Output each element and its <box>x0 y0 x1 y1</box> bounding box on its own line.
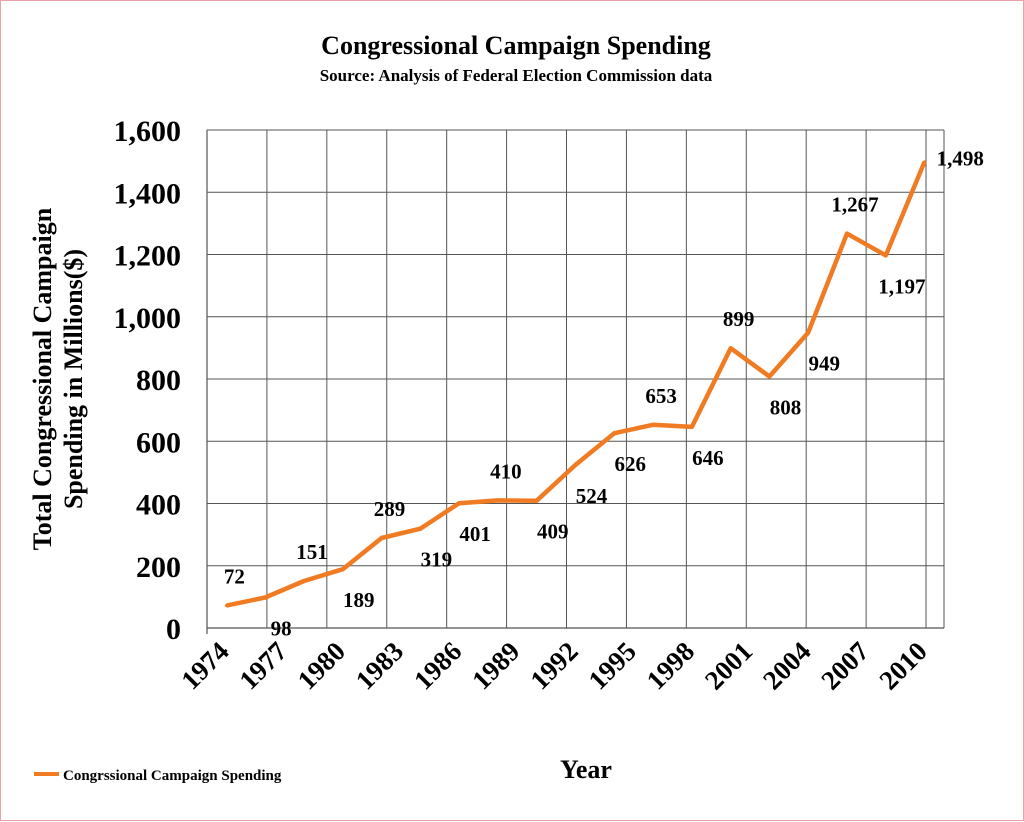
x-tick-label: 2001 <box>699 636 758 695</box>
y-tick-label: 400 <box>136 489 181 522</box>
data-point <box>574 463 577 467</box>
data-label: 98 <box>271 616 292 640</box>
data-label: 949 <box>808 352 840 376</box>
data-label: 524 <box>576 484 608 508</box>
data-label: 626 <box>615 452 647 476</box>
data-label: 410 <box>490 459 522 483</box>
data-point <box>224 604 228 608</box>
data-point <box>806 331 810 335</box>
legend: Congrssional Campaign Spending <box>34 768 282 784</box>
data-point <box>651 423 655 427</box>
data-label: 319 <box>421 548 453 572</box>
data-point <box>767 375 771 379</box>
x-tick-label: 1983 <box>350 636 409 695</box>
data-label: 289 <box>374 497 406 521</box>
data-label: 653 <box>645 384 677 408</box>
chart-subtitle: Source: Analysis of Federal Election Com… <box>320 66 713 85</box>
data-label: 72 <box>224 565 245 589</box>
data-point <box>612 431 616 435</box>
data-point <box>923 160 927 164</box>
data-label: 1,197 <box>878 274 925 298</box>
data-point <box>729 346 733 350</box>
x-tick-label: 1986 <box>408 636 467 695</box>
x-axis-label: Year <box>560 755 612 784</box>
data-point <box>380 536 384 540</box>
data-label: 409 <box>537 520 569 544</box>
x-tick-labels: 1974197719801983198619891992199519982001… <box>175 636 933 695</box>
x-tick-label: 1980 <box>292 636 351 695</box>
x-tick-label: 1995 <box>583 636 642 695</box>
series-line <box>225 160 927 608</box>
data-point <box>884 253 888 257</box>
y-axis-label-line-1: Total Congressional Campaign <box>28 207 57 550</box>
y-tick-label: 1,000 <box>114 302 182 335</box>
data-label: 1,267 <box>831 193 878 217</box>
data-point <box>418 527 422 531</box>
data-label: 646 <box>692 446 724 470</box>
x-tick-label: 1974 <box>175 636 234 695</box>
data-point <box>690 425 694 429</box>
data-label: 808 <box>770 396 802 420</box>
data-point <box>845 232 849 236</box>
data-point <box>535 499 539 503</box>
data-label: 401 <box>459 522 491 546</box>
x-tick-label: 1977 <box>233 636 292 695</box>
y-tick-label: 1,200 <box>114 240 182 273</box>
y-axis-label: Total Congressional Campaign Spending in… <box>28 207 88 550</box>
data-point <box>457 501 461 505</box>
legend-label: Congrssional Campaign Spending <box>63 768 282 784</box>
axes <box>206 130 944 634</box>
y-tick-label: 1,600 <box>114 115 182 148</box>
x-tick-label: 2004 <box>757 636 816 695</box>
series-line-group <box>224 160 927 608</box>
data-label: 189 <box>343 588 375 612</box>
x-tick-label: 2010 <box>873 636 932 695</box>
y-tick-label: 200 <box>136 551 181 584</box>
chart-title: Congressional Campaign Spending <box>321 31 711 60</box>
y-tick-label: 0 <box>166 613 181 646</box>
data-label: 1,498 <box>937 147 984 171</box>
x-tick-label: 1992 <box>524 636 583 695</box>
gridlines <box>206 129 945 629</box>
data-label: 151 <box>296 540 328 564</box>
x-tick-label: 2007 <box>815 636 874 695</box>
data-point <box>341 567 345 571</box>
y-axis-label-line-2: Spending in Millions($) <box>59 249 88 509</box>
data-point <box>496 498 500 502</box>
data-point <box>302 579 306 583</box>
y-tick-labels: 0 200 400 600 800 1,000 1,200 1,400 1,600 <box>114 115 182 646</box>
x-tick-label: 1989 <box>466 636 525 695</box>
data-point <box>263 595 267 599</box>
y-tick-label: 1,400 <box>114 177 182 210</box>
y-tick-label: 800 <box>136 364 181 397</box>
data-label: 899 <box>723 307 755 331</box>
x-tick-label: 1998 <box>641 636 700 695</box>
y-tick-label: 600 <box>136 426 181 459</box>
